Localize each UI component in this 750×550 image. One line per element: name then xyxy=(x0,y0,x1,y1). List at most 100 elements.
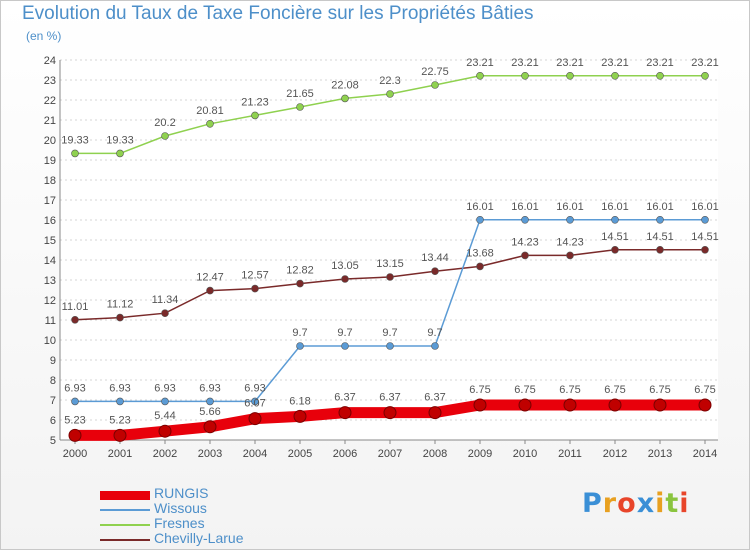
data-point xyxy=(161,397,169,406)
x-tick-label: 2006 xyxy=(333,448,357,460)
data-point xyxy=(206,397,214,406)
logo-letter: t xyxy=(665,488,680,519)
x-tick-label: 2011 xyxy=(558,448,582,460)
data-label: 13.05 xyxy=(331,260,359,272)
logo-letter: P xyxy=(582,488,603,519)
data-point xyxy=(656,216,664,224)
data-label: 19.33 xyxy=(61,134,89,146)
data-point xyxy=(431,81,439,89)
data-label: 9.7 xyxy=(427,327,442,339)
legend-swatch xyxy=(100,509,150,511)
data-point xyxy=(431,342,439,350)
x-tick-label: 2002 xyxy=(153,448,177,460)
y-tick-label: 15 xyxy=(44,235,56,247)
data-label: 22.3 xyxy=(379,75,400,87)
x-tick-label: 2007 xyxy=(378,448,402,460)
data-label: 23.21 xyxy=(556,57,584,69)
data-label: 6.75 xyxy=(604,384,625,396)
y-tick-label: 14 xyxy=(44,255,56,267)
y-tick-label: 22 xyxy=(44,95,56,107)
data-point xyxy=(251,397,259,406)
data-point xyxy=(476,72,484,80)
x-tick-label: 2013 xyxy=(648,448,672,460)
data-label: 6.75 xyxy=(694,384,715,396)
y-tick-label: 20 xyxy=(44,135,56,147)
data-label: 6.37 xyxy=(424,392,445,404)
x-tick-label: 2003 xyxy=(198,448,222,460)
data-point xyxy=(566,251,574,260)
legend-label: Chevilly-Larue xyxy=(154,530,244,546)
data-label: 6.93 xyxy=(199,382,220,394)
data-label: 13.15 xyxy=(376,258,404,270)
data-point xyxy=(71,149,79,158)
data-label: 13.68 xyxy=(466,247,494,259)
data-label: 21.23 xyxy=(241,96,269,108)
legend-swatch xyxy=(100,539,150,541)
y-tick-label: 12 xyxy=(44,295,56,307)
data-point xyxy=(611,72,619,80)
data-label: 20.81 xyxy=(196,105,224,117)
data-point xyxy=(521,216,529,224)
y-tick-label: 17 xyxy=(44,195,56,207)
x-tick-label: 2004 xyxy=(243,448,267,460)
data-label: 23.21 xyxy=(511,57,539,69)
data-label: 12.57 xyxy=(241,270,269,282)
y-tick-label: 7 xyxy=(50,395,56,407)
x-tick-label: 2014 xyxy=(693,448,717,460)
data-point xyxy=(611,246,619,254)
data-label: 6.75 xyxy=(649,384,670,396)
data-label: 6.37 xyxy=(334,392,355,404)
data-label: 12.82 xyxy=(286,265,314,277)
data-point xyxy=(116,149,124,158)
data-point xyxy=(701,72,709,80)
data-point xyxy=(566,72,574,80)
data-label: 16.01 xyxy=(691,201,719,213)
data-point xyxy=(206,120,214,128)
data-point xyxy=(251,111,259,120)
legend-swatch xyxy=(100,490,150,500)
data-label: 6.75 xyxy=(559,384,580,396)
data-label: 14.51 xyxy=(646,231,674,243)
data-label: 14.23 xyxy=(556,236,584,248)
data-label: 16.01 xyxy=(511,201,539,213)
data-point xyxy=(341,94,349,103)
data-label: 6.07 xyxy=(244,398,265,410)
data-label: 11.34 xyxy=(152,294,179,306)
data-label: 12.47 xyxy=(196,272,224,284)
data-point xyxy=(296,103,304,111)
x-tick-label: 2008 xyxy=(423,448,447,460)
y-tick-label: 8 xyxy=(50,375,56,387)
data-label: 5.66 xyxy=(199,406,220,418)
data-label: 16.01 xyxy=(601,201,629,213)
data-point xyxy=(341,342,349,350)
data-point xyxy=(338,406,352,420)
data-label: 11.12 xyxy=(107,299,134,311)
logo-letter: i xyxy=(679,488,690,519)
data-point xyxy=(383,406,397,420)
data-point xyxy=(476,216,484,224)
data-point xyxy=(476,262,484,271)
data-point xyxy=(251,284,259,293)
data-point xyxy=(116,313,124,322)
data-label: 16.01 xyxy=(556,201,584,213)
data-label: 23.21 xyxy=(691,57,719,69)
legend-label: Fresnes xyxy=(154,515,205,531)
data-label: 6.37 xyxy=(379,392,400,404)
chart-subtitle: (en %) xyxy=(26,29,62,43)
y-tick-label: 11 xyxy=(45,315,56,327)
data-point xyxy=(473,398,487,412)
logo-letter: o xyxy=(617,488,637,519)
data-point xyxy=(608,398,622,412)
data-point xyxy=(701,246,709,254)
data-point xyxy=(206,286,214,295)
data-point xyxy=(161,309,169,318)
x-tick-label: 2012 xyxy=(603,448,627,460)
data-point xyxy=(386,90,394,98)
data-point xyxy=(296,342,304,350)
data-point xyxy=(701,216,709,224)
y-tick-label: 18 xyxy=(44,175,56,187)
data-label: 22.08 xyxy=(331,79,359,91)
data-point xyxy=(386,273,394,281)
data-label: 6.93 xyxy=(154,382,175,394)
